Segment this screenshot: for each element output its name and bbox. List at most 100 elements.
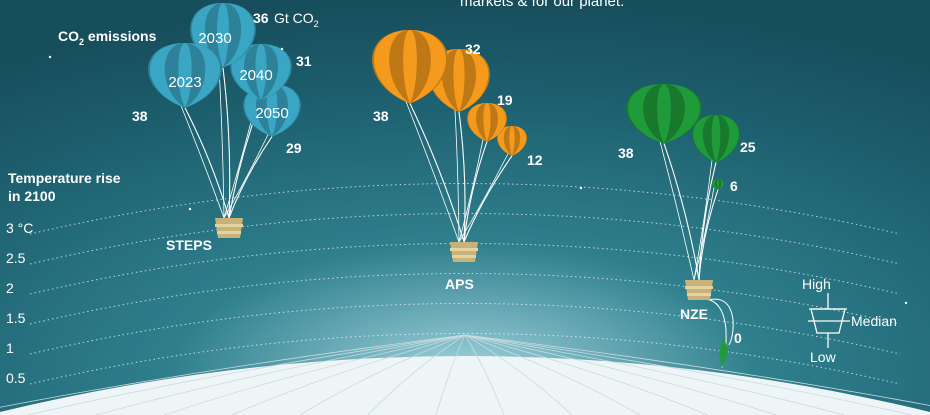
- balloon-mark: [372, 30, 448, 104]
- balloon-rope: [180, 105, 225, 219]
- basket-mark: [215, 218, 243, 238]
- balloon-stripe: [483, 103, 491, 142]
- balloon-stripe: [711, 115, 721, 163]
- earth-meridian: [367, 334, 466, 415]
- temperature-title-line1: Temperature rise: [8, 170, 121, 186]
- earth-meridians: [0, 334, 930, 415]
- balloon-mark: [692, 115, 740, 163]
- balloon-mark: [230, 44, 292, 100]
- star: [579, 186, 583, 190]
- basket-body: [450, 242, 478, 262]
- earth-surface: [0, 356, 930, 415]
- temperature-ticks: 3 °C 2.5 2 1.5 1 0.5: [6, 220, 33, 386]
- earth-meridian: [464, 334, 930, 406]
- earth-meridian: [464, 334, 777, 415]
- balloon-rope: [458, 153, 509, 243]
- emission-value-label: 38: [373, 108, 389, 124]
- earth-meridian: [299, 334, 466, 415]
- balloon-mark: [497, 126, 527, 156]
- temperature-tick-label: 2: [6, 280, 14, 296]
- basket-band: [215, 224, 243, 227]
- year-label: 2023: [168, 74, 201, 91]
- year-label: 2040: [239, 67, 272, 84]
- temperature-title-line2: in 2100: [8, 188, 56, 204]
- star: [904, 301, 908, 305]
- emission-value-label: 6: [730, 178, 738, 194]
- balloon-stripe: [657, 84, 671, 144]
- basket-body: [685, 280, 713, 300]
- star: [188, 207, 192, 211]
- earth-meridian: [464, 334, 913, 415]
- earth-meridian: [464, 334, 845, 415]
- basket-body: [215, 218, 243, 238]
- balloon-rope: [184, 107, 230, 219]
- emission-value-label: 12: [527, 152, 543, 168]
- emission-value-label: 38: [618, 145, 634, 161]
- earth-meridian: [435, 334, 466, 415]
- emission-value-label: 29: [286, 140, 302, 156]
- emission-value-label: 36: [253, 10, 269, 26]
- star: [48, 55, 52, 59]
- temperature-tick-label: 3 °C: [6, 220, 33, 236]
- balloon-rope: [698, 189, 719, 281]
- balloon-groups: STEPS 38 2023 36 2030 31 2040 29 2050 Gt CO2 APS 3…: [132, 3, 756, 369]
- year-label: 2030: [198, 30, 231, 47]
- balloon-rope: [458, 139, 484, 243]
- scenario-nze: NZE 38 25 6 0: [618, 84, 756, 369]
- basket-band: [685, 286, 713, 289]
- balloon-mark: [626, 84, 702, 144]
- balloon-rope: [458, 111, 466, 243]
- balloon-stripe: [453, 49, 465, 112]
- temperature-tick-label: 1: [6, 340, 14, 356]
- unit-label: Gt CO2: [274, 10, 319, 29]
- earth-meridian: [464, 334, 641, 415]
- balloon-rope: [707, 298, 734, 346]
- balloon-mark: [712, 179, 724, 190]
- balloon-rope: [405, 101, 460, 243]
- basket-mark: [450, 242, 478, 262]
- legend-basket: [810, 308, 846, 334]
- balloon-mark: [148, 43, 222, 108]
- header-text: markets & for our planet.: [460, 0, 624, 10]
- balloon-stripe: [716, 179, 720, 190]
- emission-value-label: 0: [734, 330, 742, 346]
- balloon-rope: [693, 187, 715, 281]
- basket-band: [452, 255, 476, 258]
- earth-globe: [0, 334, 930, 415]
- emission-value-label: 19: [497, 92, 513, 108]
- balloon-rope: [218, 65, 225, 219]
- scenario-steps: STEPS 38 2023 36 2030 31 2040 29 2050 Gt CO2: [132, 3, 319, 253]
- scenario-aps: APS 38 32 19 12: [372, 30, 543, 292]
- earth-meridian: [95, 334, 466, 415]
- legend-median: Median: [851, 313, 897, 329]
- earth-meridian: [163, 334, 466, 415]
- legend-high: High: [802, 276, 831, 292]
- balloon-stripe: [509, 126, 515, 156]
- basket-mark: [685, 280, 713, 300]
- balloon-rope: [223, 134, 269, 219]
- balloon-stripe: [178, 43, 192, 108]
- earth-meridian: [231, 334, 466, 415]
- balloon-rope: [693, 160, 713, 281]
- earth-meridian: [464, 334, 505, 415]
- temperature-tick-label: 2.5: [6, 250, 26, 266]
- balloon-stripe: [255, 44, 267, 100]
- balloon-stripe: [403, 30, 417, 104]
- balloon-mark: [467, 103, 507, 142]
- emission-value-label: 31: [296, 53, 312, 69]
- basket-band: [687, 293, 711, 296]
- stars: [48, 47, 908, 305]
- temperature-tick-label: 0.5: [6, 370, 26, 386]
- temperature-tick-label: 1.5: [6, 310, 26, 326]
- legend: High Median Low: [802, 276, 897, 365]
- balloon-rope: [463, 155, 513, 243]
- basket-band: [217, 231, 241, 234]
- earth-meridian: [0, 334, 466, 408]
- earth-meridian: [464, 334, 573, 415]
- emission-value-label: 25: [740, 139, 756, 155]
- earth-meridian: [27, 334, 466, 415]
- balloon-rope: [228, 136, 273, 219]
- scenario-label: APS: [445, 276, 474, 292]
